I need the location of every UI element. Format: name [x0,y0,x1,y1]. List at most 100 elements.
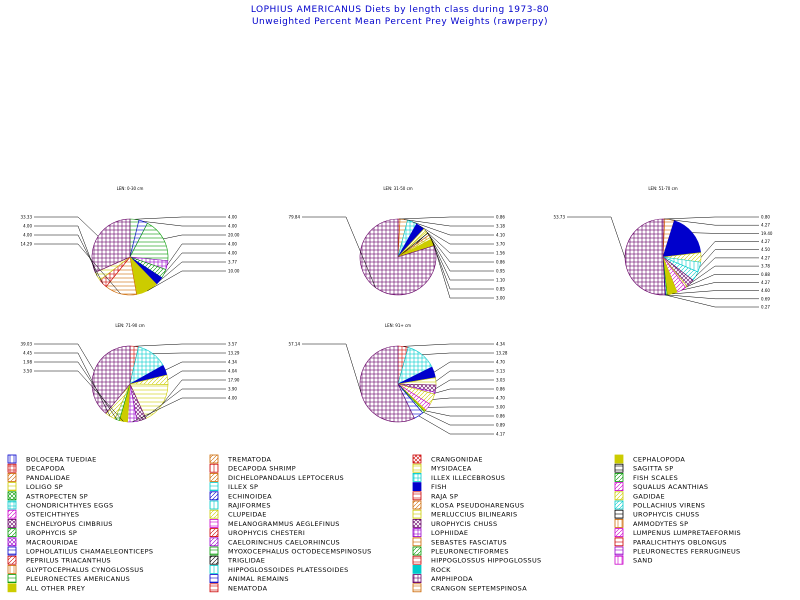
legend-swatch [412,491,422,501]
label-leader-line [434,388,494,394]
slice-value-label: 0.27 [761,305,770,310]
legend-swatch [209,491,219,501]
legend-swatch [7,509,17,519]
label-leader-line [147,270,226,292]
legend-item: LOPHIIDAE [412,528,468,537]
slice-value-label: 0.89 [496,423,505,428]
legend-swatch [209,583,219,593]
legend-swatch [412,555,422,565]
legend-swatch [7,454,17,464]
slice-value-label: 4.00 [23,224,32,229]
slice-value-label: 4.70 [496,396,505,401]
slice-value-label: 57.14 [289,342,301,347]
slice-value-label: 4.00 [228,215,237,220]
legend-label: MACROURIDAE [26,538,78,546]
legend-swatch [7,546,17,556]
legend-label: SEBASTES FASCIATUS [431,538,507,546]
legend-item: ALL OTHER PREY [7,583,85,592]
label-leader-line [34,352,111,417]
legend-swatch [209,528,219,537]
legend-swatch [7,537,17,547]
legend-item: BOLOCERA TUEDIAE [7,454,96,464]
legend-item: ILLEX ILLECEBROSUS [412,472,505,482]
legend-swatch [209,463,219,473]
label-leader-line [423,411,494,426]
slice-value-label: 4.27 [761,223,770,228]
slice-value-label: 4.27 [761,280,770,285]
legend-label: UROPHYCIS SP [26,529,77,537]
legend-swatch [7,482,17,492]
label-leader-line [403,219,494,227]
legend-swatch [7,528,17,537]
legend-swatch [412,546,422,556]
chart-title-block: LOPHIUS AMERICANUS Diets by length class… [0,4,800,28]
legend-swatch [614,528,624,537]
legend-label: DICHELOPANDALUS LEPTOCERUS [228,474,344,482]
label-leader-line [695,257,759,277]
label-leader-line [426,232,494,263]
pie-chart-2: LEN: 31-50 cm 0.86 3.18 4.10 3.70 1.56 0.86 0.9… [289,186,506,301]
legend-item: ANIMAL REMAINS [209,574,288,583]
legend-swatch [7,519,17,528]
legend-label: NEMATODA [228,584,268,592]
legend-swatch [614,519,624,528]
slice-value-label: 0.95 [496,269,505,274]
slice-value-label: 4.34 [496,342,505,347]
legend-item: SQUALUS ACANTHIAS [614,482,708,492]
legend-label: ECHINOIDEA [228,492,272,500]
label-leader-line [403,343,494,347]
legend-item: MERLUCCIUS BILINEARIS [412,509,517,519]
legend-item: ILLEX SP [209,482,258,491]
slice-value-label: 4.00 [23,233,32,238]
slice-value-label: 4.50 [761,247,770,252]
legend-label: ENCHELYOPUS CIMBRIUS [26,520,113,528]
label-leader-line [424,230,494,254]
slice-value-label: 1.10 [496,278,505,283]
legend-label: POLLACHIUS VIRENS [633,502,705,510]
slice-value-label: 3.18 [496,224,505,229]
legend-label: LOPHIIDAE [431,529,468,537]
legend-item: MACROURIDAE [7,537,78,547]
legend-item: PLEURONECTIFORMES [412,546,508,556]
label-leader-line [432,242,494,299]
label-leader-line [167,370,226,380]
legend-swatch [412,472,422,482]
label-leader-line [435,379,494,389]
legend-label: SAND [633,557,653,565]
legend-swatch [614,537,624,547]
slice-value-label: 3.57 [228,342,237,347]
legend-item: ROCK [412,565,451,574]
legend-swatch [209,454,219,464]
label-leader-line [433,361,494,373]
slice-value-label: 19.40 [761,231,773,236]
slice-value-label: 4.00 [228,396,237,401]
legend-item: MELANOGRAMMUS AEGLEFINUS [209,519,339,528]
label-leader-line [663,216,759,220]
slice-value-label: 0.88 [761,272,770,277]
legend-label: ALL OTHER PREY [26,584,85,592]
slice-value-label: 3.00 [496,296,505,301]
legend-label: CAELORINCHUS CAELORHINCUS [228,538,340,546]
slice-value-label: 4.45 [23,351,32,356]
legend-label: RAJIFORMES [228,502,271,510]
slice-value-label: 10.00 [228,269,240,274]
legend-label: PLEURONECTES FERRUGINEUS [633,548,740,556]
slice-value-label: 13.28 [496,351,508,356]
legend-swatch [412,500,422,510]
legend-swatch [7,500,17,510]
legend-swatch [614,482,624,492]
legend-label: ILLEX SP [228,483,258,491]
legend-swatch [614,472,624,482]
slice-value-label: 1.98 [23,360,32,365]
label-leader-line [692,232,759,234]
legend-item: CAELORINCHUS CAELORHINCUS [209,537,340,546]
legend-swatch [412,528,422,537]
label-leader-line [143,221,226,227]
legend-item: CEPHALOPODA [614,454,685,464]
slice-value-label: 4.27 [761,255,770,260]
legend-label: CLUPEIDAE [228,511,267,519]
legend-item: ASTROPECTEN SP [7,491,88,500]
label-leader-line [430,238,494,290]
legend-item: CRANGONIDAE [412,454,482,464]
slice-value-label: 4.60 [761,288,770,293]
